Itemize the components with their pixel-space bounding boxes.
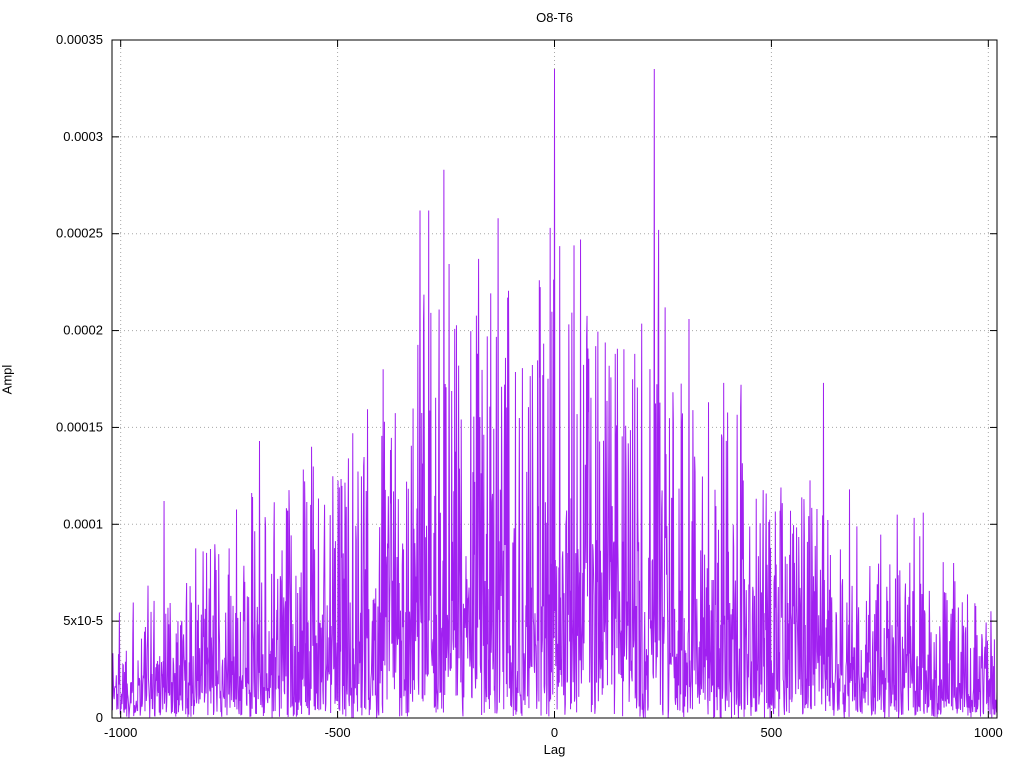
y-tick-label: 5x10-5 [63, 613, 103, 628]
x-tick-label: 1000 [974, 725, 1003, 740]
x-tick-label: 0 [551, 725, 558, 740]
y-tick-label: 0.0003 [63, 129, 103, 144]
y-tick-label: 0.0002 [63, 323, 103, 338]
y-tick-label: 0 [96, 710, 103, 725]
chart-title: O8-T6 [536, 10, 573, 25]
x-tick-label: -1000 [104, 725, 137, 740]
y-tick-label: 0.0001 [63, 516, 103, 531]
y-tick-label: 0.00025 [56, 226, 103, 241]
y-tick-label: 0.00015 [56, 419, 103, 434]
x-tick-label: 500 [761, 725, 783, 740]
y-tick-label: 0.00035 [56, 32, 103, 47]
x-tick-label: -500 [325, 725, 351, 740]
x-axis-label: Lag [543, 742, 566, 757]
series-line [111, 69, 998, 718]
